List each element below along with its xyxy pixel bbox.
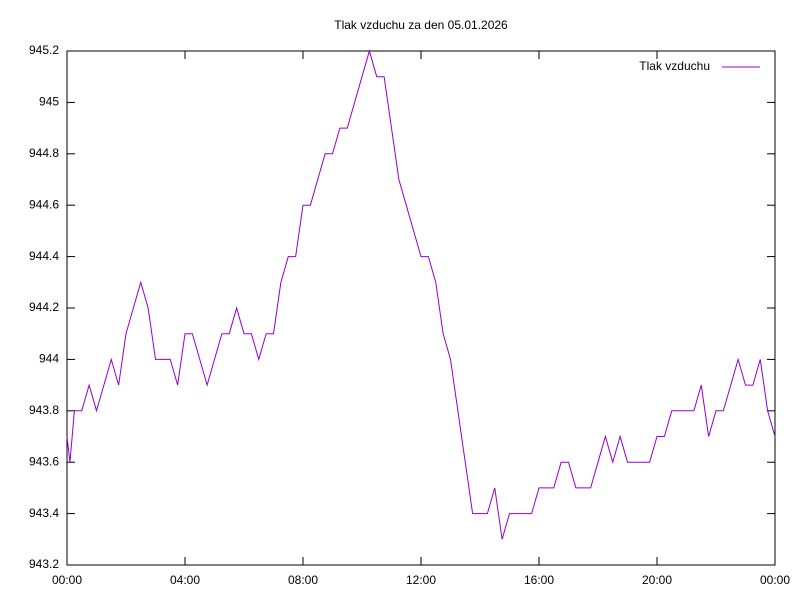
x-tick-label: 00:00	[52, 573, 82, 587]
x-tick-label: 00:00	[760, 573, 790, 587]
chart-title: Tlak vzduchu za den 05.01.2026	[334, 18, 508, 32]
y-tick-label: 945.2	[29, 43, 59, 57]
y-tick-label: 945	[39, 95, 59, 109]
x-tick-label: 12:00	[406, 573, 436, 587]
y-tick-label: 944.2	[29, 300, 59, 314]
y-tick-label: 944.8	[29, 146, 59, 160]
plot-frame	[66, 50, 776, 566]
y-tick-label: 944	[39, 352, 59, 366]
x-tick-label: 20:00	[642, 573, 672, 587]
data-line	[66, 49, 776, 540]
legend-label: Tlak vzduchu	[639, 59, 710, 73]
y-tick-label: 943.2	[29, 557, 59, 571]
y-tick-label: 943.8	[29, 403, 59, 417]
y-tick-label: 944.4	[29, 249, 59, 263]
x-tick-label: 16:00	[524, 573, 554, 587]
y-tick-label: 943.6	[29, 454, 59, 468]
y-tick-label: 943.4	[29, 506, 59, 520]
x-tick-label: 04:00	[170, 573, 200, 587]
y-tick-label: 944.6	[29, 197, 59, 211]
x-tick-label: 08:00	[288, 573, 318, 587]
